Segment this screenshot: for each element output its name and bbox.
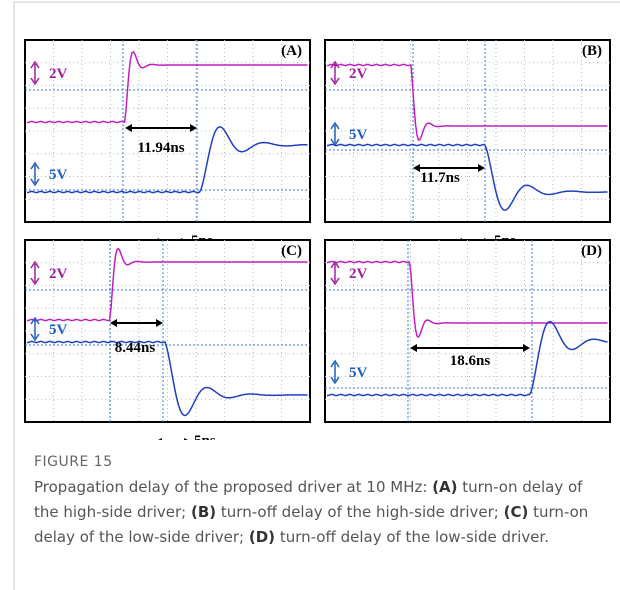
scale-top: 2V bbox=[49, 266, 68, 282]
figure: 11.94ns(A)2V5V5ns11.7ns(B)2V5V5ns8.44ns(… bbox=[0, 0, 620, 590]
scope-panel: 8.44ns (C) 2V 5V 5ns bbox=[25, 240, 310, 440]
scale-top: 2V bbox=[349, 66, 368, 82]
scope-panel: 18.6ns(D)2V5V5ns bbox=[325, 240, 610, 440]
delay-label: 18.6ns bbox=[450, 353, 491, 369]
panel-tag: (B) bbox=[582, 43, 602, 59]
scope-panel: 11.7ns(B)2V5V5ns bbox=[325, 40, 610, 249]
scale-top: 2V bbox=[349, 266, 368, 282]
scale-top: 2V bbox=[49, 66, 68, 82]
panel-tag: (A) bbox=[281, 43, 302, 59]
caption-tag: (A) bbox=[432, 478, 457, 496]
caption: FIGURE 15 Propagation delay of the propo… bbox=[34, 450, 594, 550]
panel-tag: (C) bbox=[281, 243, 302, 259]
caption-item: turn-off delay of the low-side driver. bbox=[280, 528, 549, 546]
scale-bottom: 5V bbox=[49, 322, 68, 338]
panel-frame bbox=[25, 40, 310, 222]
scale-bottom: 5V bbox=[349, 365, 368, 381]
caption-tag: (C) bbox=[504, 503, 529, 521]
scope-panel: 11.94ns(A)2V5V5ns bbox=[25, 40, 310, 249]
delay-label: 11.94ns bbox=[137, 140, 184, 156]
delay-label: 11.7ns bbox=[420, 170, 460, 186]
caption-tag: (B) bbox=[191, 503, 216, 521]
caption-intro: Propagation delay of the proposed driver… bbox=[34, 478, 427, 496]
panel-frame bbox=[325, 40, 610, 222]
time-scale: 5ns bbox=[194, 433, 216, 440]
delay-label: 8.44ns bbox=[115, 340, 156, 356]
caption-item: turn-off delay of the high-side driver; bbox=[221, 503, 499, 521]
panel-tag: (D) bbox=[581, 243, 602, 259]
figure-image: 11.94ns(A)2V5V5ns11.7ns(B)2V5V5ns8.44ns(… bbox=[0, 0, 620, 440]
caption-text: Propagation delay of the proposed driver… bbox=[34, 475, 594, 550]
caption-label: FIGURE 15 bbox=[34, 450, 594, 475]
scale-bottom: 5V bbox=[49, 167, 68, 183]
caption-tag: (D) bbox=[249, 528, 275, 546]
scale-bottom: 5V bbox=[349, 127, 368, 143]
